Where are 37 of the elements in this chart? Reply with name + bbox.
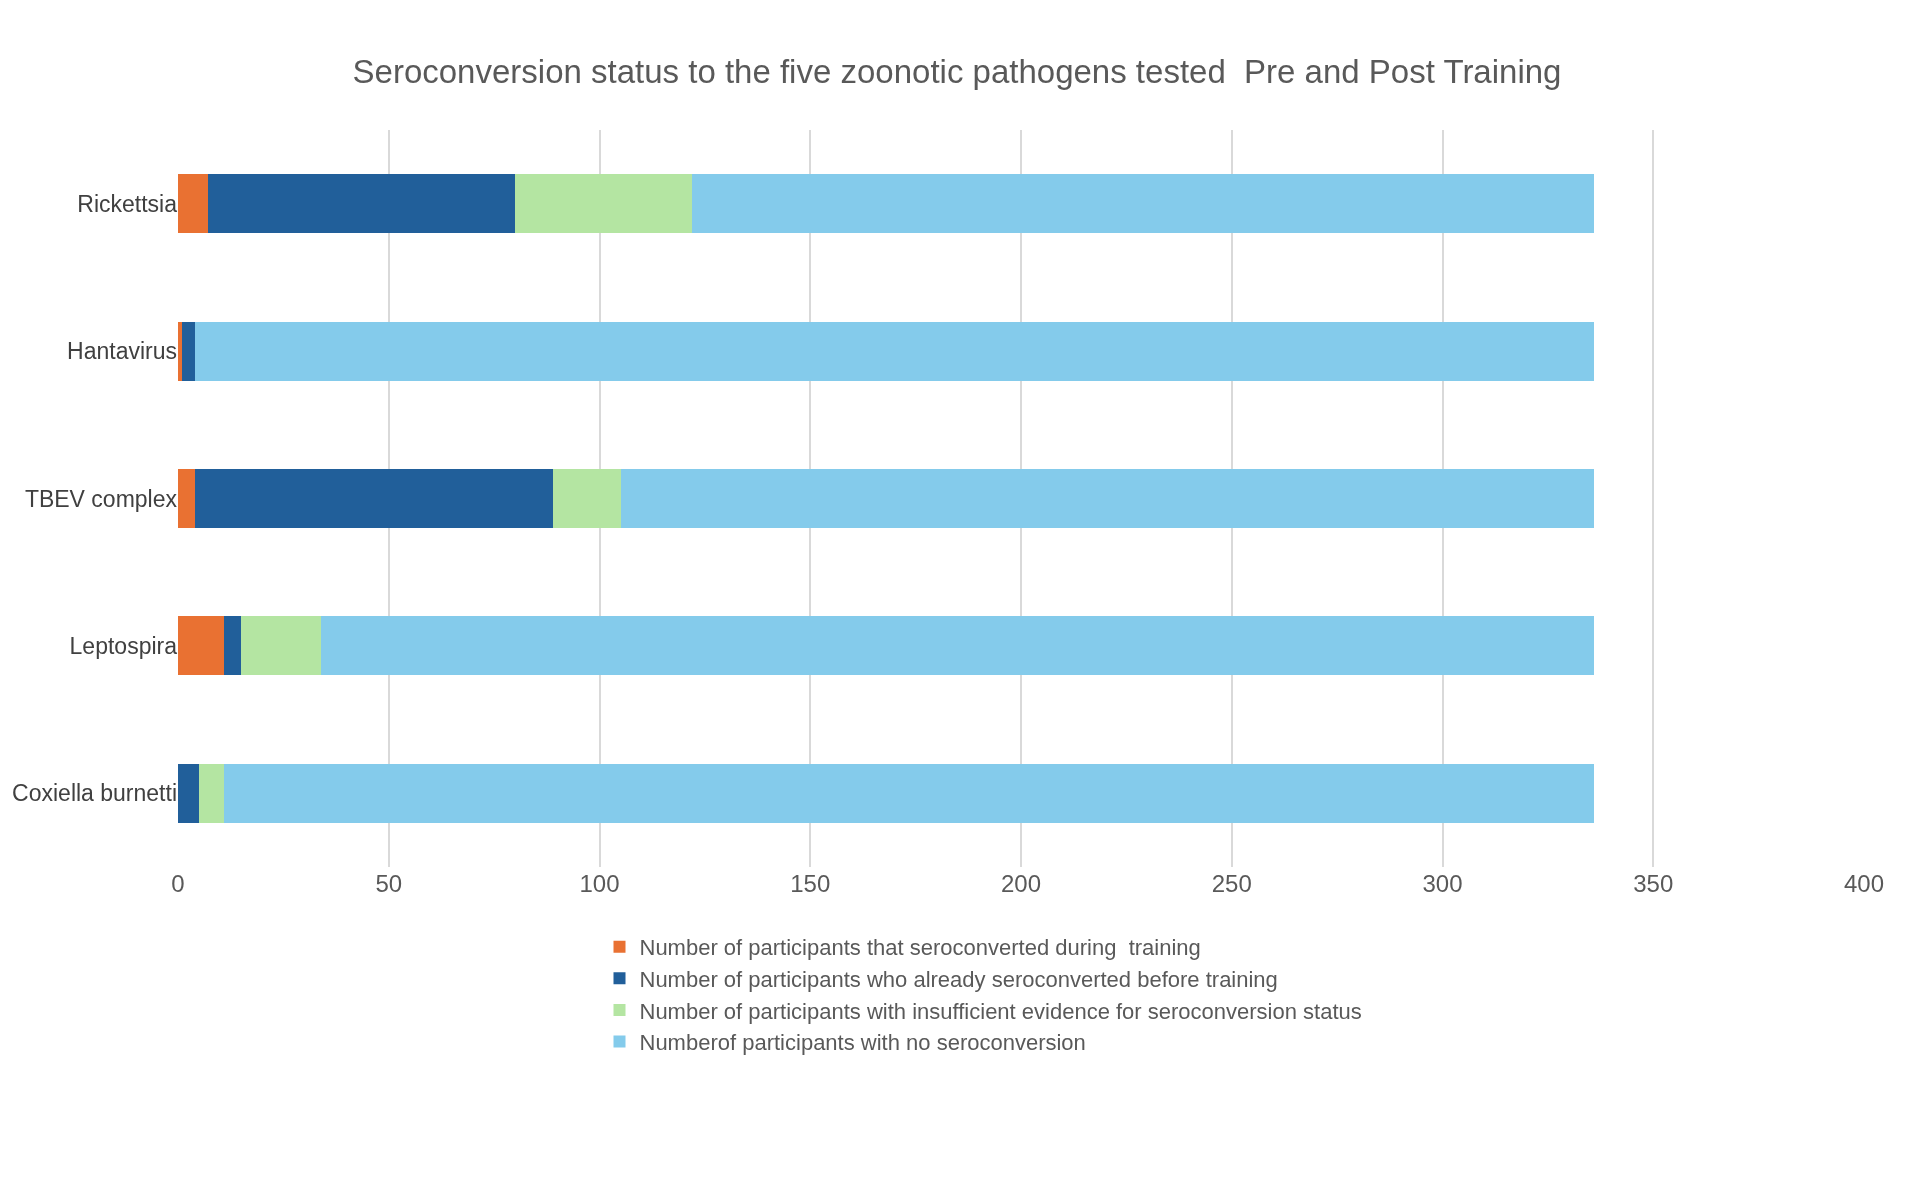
legend-label: Numberof participants with no seroconversion: [639, 1030, 1086, 1056]
bar: [178, 469, 195, 528]
bar: [692, 174, 1595, 234]
chart-title: Seroconversion status to the five zoonotic pathogens tested Pre and Post Training: [352, 52, 1562, 90]
y-tick-label: Hantavirus: [67, 338, 177, 365]
x-tick-label: 0: [171, 870, 185, 897]
bar: [194, 469, 554, 528]
x-tick-label: 100: [579, 870, 620, 897]
bar: [178, 763, 200, 823]
x-tick-label: 200: [1000, 870, 1042, 897]
legend-label: Number of participants that seroconverted during training: [639, 935, 1201, 961]
bar: [241, 616, 322, 676]
y-tick-label: Coxiella burnetti: [12, 780, 177, 807]
y-tick-label: Rickettsia: [77, 190, 178, 217]
bar: [182, 321, 195, 381]
bar: [224, 763, 1595, 823]
x-tick-label: 350: [1633, 870, 1674, 897]
bar: [224, 616, 242, 676]
bar: [178, 321, 183, 381]
bar: [178, 174, 208, 234]
x-tick-label: 400: [1843, 870, 1885, 897]
bar: [194, 321, 1595, 381]
bar: [207, 174, 516, 234]
y-tick-label: TBEV complex: [24, 485, 178, 512]
bar: [515, 174, 693, 234]
x-tick-label: 300: [1422, 870, 1463, 897]
x-tick-label: 50: [375, 870, 403, 897]
bar: [178, 616, 225, 676]
x-tick-label: 250: [1211, 870, 1252, 897]
bar: [553, 469, 621, 528]
legend-label: Number of participants with insufficient evidence for seroconversion status: [639, 998, 1362, 1024]
bar: [199, 763, 225, 823]
bar: [321, 616, 1595, 676]
legend-label: Number of participants who already seroconverted before training: [639, 966, 1278, 992]
x-tick-label: 150: [790, 870, 831, 897]
y-tick-label: Leptospira: [69, 632, 178, 659]
bar: [620, 469, 1595, 528]
